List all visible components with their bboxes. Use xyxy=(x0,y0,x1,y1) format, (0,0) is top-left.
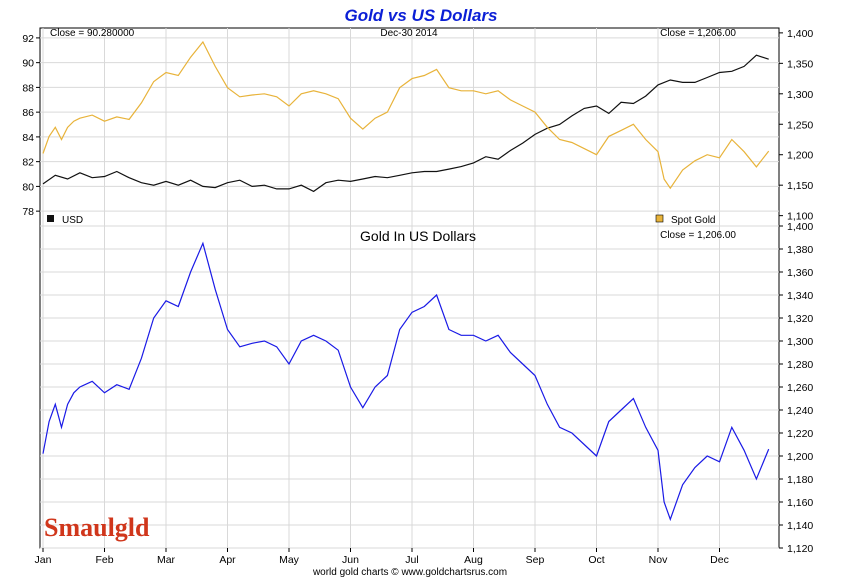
bottom-tick-label: 1,280 xyxy=(787,359,813,371)
x-tick-label: Apr xyxy=(219,554,236,566)
usd-legend-swatch xyxy=(47,215,54,222)
top-close-left: Close = 90.280000 xyxy=(50,28,135,39)
right-tick-label: 1,250 xyxy=(787,119,813,131)
right-tick-label: 1,400 xyxy=(787,28,813,40)
left-tick-label: 80 xyxy=(22,181,34,193)
usd-legend-label: USD xyxy=(62,215,83,226)
x-tick-label: Jul xyxy=(405,554,418,566)
bottom-tick-label: 1,180 xyxy=(787,474,813,486)
bottom-tick-label: 1,120 xyxy=(787,543,813,555)
bottom-tick-label: 1,340 xyxy=(787,290,813,302)
left-tick-label: 78 xyxy=(22,206,34,218)
right-tick-label: 1,200 xyxy=(787,150,813,162)
footer-credit: world gold charts © www.goldchartsrus.co… xyxy=(312,567,507,578)
right-tick-label: 1,350 xyxy=(787,58,813,70)
bottom-close-right: Close = 1,206.00 xyxy=(660,230,736,241)
bottom-tick-label: 1,380 xyxy=(787,244,813,256)
gold-legend-swatch xyxy=(655,214,664,223)
bottom-tick-label: 1,160 xyxy=(787,497,813,509)
x-tick-label: Sep xyxy=(526,554,545,566)
right-tick-label: 1,100 xyxy=(787,211,813,223)
left-tick-label: 86 xyxy=(22,107,34,119)
left-tick-label: 82 xyxy=(22,157,34,169)
top-right-axis: 1,100 1,150 1,200 1,250 1,300 1,350 1,400 xyxy=(779,28,813,223)
bottom-tick-label: 1,200 xyxy=(787,451,813,463)
bottom-panel-title: Gold In US Dollars xyxy=(360,228,476,244)
top-date-label: Dec-30 2014 xyxy=(380,28,438,39)
top-close-right: Close = 1,206.00 xyxy=(660,28,736,39)
bottom-panel-grid xyxy=(40,225,779,549)
x-tick-label: Aug xyxy=(464,554,483,566)
bottom-right-axis: 1,120 1,140 1,160 1,180 1,200 1,220 1,240 1,260… xyxy=(779,221,813,555)
left-tick-label: 90 xyxy=(22,58,34,70)
left-tick-label: 92 xyxy=(22,33,34,45)
bottom-tick-label: 1,140 xyxy=(787,520,813,532)
bottom-tick-label: 1,400 xyxy=(787,221,813,233)
bottom-tick-label: 1,220 xyxy=(787,428,813,440)
bottom-tick-label: 1,260 xyxy=(787,382,813,394)
right-tick-label: 1,150 xyxy=(787,180,813,192)
smaulgld-logo: Smaulgld xyxy=(44,513,150,542)
left-tick-label: 84 xyxy=(22,132,34,144)
usd-series-line xyxy=(42,54,769,193)
x-tick-label: Nov xyxy=(649,554,668,566)
x-tick-label: Feb xyxy=(95,554,113,566)
spot-gold-series-line xyxy=(42,40,770,190)
x-tick-label: May xyxy=(279,554,300,566)
left-tick-label: 88 xyxy=(22,82,34,94)
bottom-tick-label: 1,300 xyxy=(787,336,813,348)
bottom-tick-label: 1,240 xyxy=(787,405,813,417)
logo-text: Smaulgld xyxy=(44,513,150,542)
x-tick-label: Dec xyxy=(710,554,729,566)
top-panel-grid xyxy=(40,28,779,226)
bottom-tick-label: 1,360 xyxy=(787,267,813,279)
bottom-tick-label: 1,320 xyxy=(787,313,813,325)
right-tick-label: 1,300 xyxy=(787,89,813,101)
top-panel-frame xyxy=(39,27,780,227)
x-tick-label: Jun xyxy=(342,554,359,566)
gold-price-line xyxy=(42,241,770,522)
x-tick-label: Mar xyxy=(157,554,176,566)
x-axis: Jan Feb Mar Apr May Jun Jul Aug Sep Oct Nov Dec xyxy=(35,548,729,566)
gold-legend-label: Spot Gold xyxy=(671,215,715,226)
chart-title: Gold vs US Dollars xyxy=(344,6,497,25)
x-tick-label: Jan xyxy=(35,554,52,566)
top-left-axis: 78 80 82 84 86 88 90 92 xyxy=(22,33,40,218)
x-tick-label: Oct xyxy=(588,554,604,566)
